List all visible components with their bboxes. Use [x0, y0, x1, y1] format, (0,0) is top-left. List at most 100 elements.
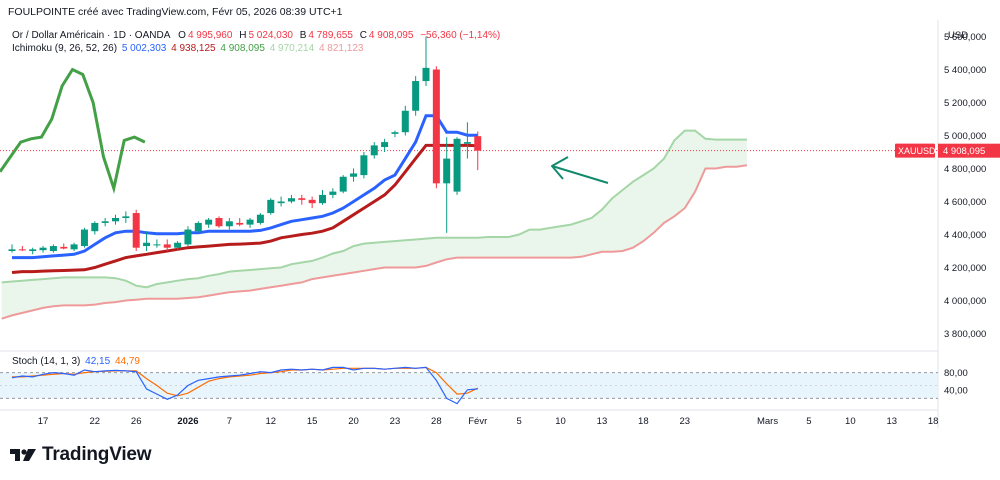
candle-body — [163, 244, 171, 248]
x-tick-label: 12 — [265, 416, 276, 427]
candle — [339, 175, 347, 194]
candle — [60, 243, 68, 250]
candle-body — [287, 198, 295, 202]
stoch-tick-label: 40,00 — [944, 385, 968, 396]
candle-body — [339, 176, 347, 192]
x-tick-label: Mars — [757, 416, 778, 427]
x-tick-label: 23 — [679, 416, 690, 427]
candle-body — [350, 173, 358, 177]
candle-body — [8, 249, 16, 251]
stoch-legend: Stoch (14, 1, 3) 42,15 44,79 — [12, 356, 142, 367]
candle-body — [153, 244, 161, 246]
candle-body — [463, 142, 471, 144]
candle-body — [236, 222, 244, 225]
candle — [432, 66, 440, 189]
candle — [18, 246, 26, 251]
senkou-span-a-line — [1, 129, 747, 289]
tenkan-sen-line — [12, 114, 478, 260]
candle — [401, 105, 409, 136]
ichimoku-label[interactable]: Ichimoku (9, 26, 52, 26) — [12, 43, 118, 54]
tradingview-logo-icon — [10, 449, 36, 461]
annotation-arrow-head — [551, 156, 569, 180]
price-badge-value-text: 4 908,095 — [943, 146, 985, 157]
x-tick-label: 5 — [517, 416, 522, 427]
candle-body — [370, 145, 378, 156]
y-tick-label: 4 600,000 — [944, 197, 986, 208]
candle-body — [412, 81, 420, 111]
kijun-sen-line — [11, 143, 478, 274]
candle — [277, 196, 285, 207]
candle — [422, 36, 430, 86]
x-tick-label: 10 — [845, 416, 856, 427]
candle — [132, 209, 140, 251]
candle — [360, 152, 368, 179]
candle — [443, 137, 451, 233]
stoch-d-value: 44,79 — [114, 356, 140, 367]
y-tick-label: 5 200,000 — [944, 98, 986, 109]
candle — [319, 189, 326, 205]
x-tick-label: 2026 — [177, 416, 198, 427]
candle-body — [256, 214, 264, 223]
candle-body — [101, 221, 109, 223]
x-tick-label: 10 — [555, 416, 566, 427]
candle-body — [215, 218, 223, 227]
candle — [287, 194, 295, 204]
candle-body — [381, 142, 389, 148]
candle — [174, 241, 182, 251]
y-tick-label: 4 400,000 — [944, 230, 986, 241]
candle-body — [205, 219, 213, 225]
x-tick-label: 7 — [227, 416, 232, 427]
candle-body — [18, 249, 26, 251]
candle-body — [298, 198, 306, 200]
stoch-tick-label: 80,00 — [944, 368, 968, 379]
x-tick-label: 28 — [431, 416, 442, 427]
candle — [80, 227, 88, 248]
ichimoku-chikou-value: 4 908,095 — [220, 43, 265, 54]
candle-body — [39, 247, 47, 251]
y-tick-label: 5 400,000 — [944, 65, 986, 76]
x-tick-label: 18 — [638, 416, 649, 427]
x-tick-label: 13 — [886, 416, 897, 427]
candle — [91, 221, 99, 235]
candle — [153, 239, 161, 248]
candle-body — [49, 246, 57, 251]
candle-body — [267, 199, 275, 214]
candle-body — [225, 221, 233, 227]
ichimoku-tenkan-value: 5 002,303 — [121, 43, 167, 54]
candle — [49, 244, 57, 253]
candle — [8, 244, 16, 253]
symbol-name[interactable]: Or / Dollar Américain · 1D · OANDA — [12, 30, 171, 41]
x-tick-label: 17 — [38, 416, 49, 427]
y-tick-label: 4 000,000 — [944, 296, 986, 307]
candle — [112, 214, 119, 225]
currency-label: USD — [948, 30, 968, 41]
candle — [463, 122, 471, 159]
candle-body — [401, 110, 409, 133]
candle — [163, 239, 171, 251]
x-tick-label: 22 — [90, 416, 101, 427]
y-tick-label: 4 800,000 — [944, 164, 986, 175]
tradingview-brand[interactable]: TradingView — [10, 444, 152, 466]
candle-body — [143, 242, 151, 247]
candle-body — [422, 67, 430, 82]
x-tick-label: 23 — [390, 416, 401, 427]
candle — [308, 196, 316, 209]
candle-body — [329, 191, 337, 195]
y-tick-label: 4 200,000 — [944, 263, 986, 274]
annotation-arrow-shaft — [551, 165, 609, 184]
stoch-k-value: 42,15 — [85, 356, 111, 367]
x-tick-label: 5 — [806, 416, 811, 427]
candle — [70, 242, 78, 251]
candle-body — [391, 132, 399, 134]
y-tick-label: 5 600,000 — [944, 32, 986, 43]
chart-header: FOULPOINTE créé avec TradingView.com, Fé… — [8, 6, 343, 18]
ohlc-change: −56,360 (−1,14%) — [420, 30, 501, 41]
candle-body — [319, 194, 326, 204]
stoch-label[interactable]: Stoch (14, 1, 3) — [12, 356, 81, 367]
candle — [381, 138, 389, 152]
candle — [267, 198, 275, 215]
y-tick-label: 5 000,000 — [944, 131, 986, 142]
